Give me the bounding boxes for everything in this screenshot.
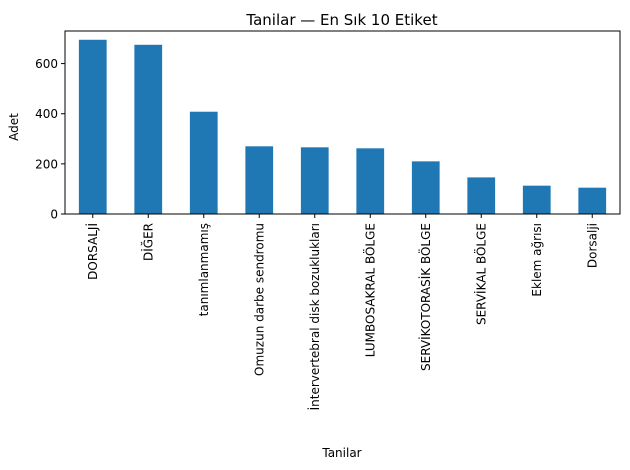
x-tick-label: tanımlanmamış bbox=[197, 223, 211, 316]
x-tick-label: SERVİKOTORASİK BÖLGE bbox=[417, 223, 433, 371]
bar bbox=[78, 39, 107, 214]
y-tick-label: 600 bbox=[35, 57, 58, 71]
bar bbox=[356, 148, 385, 214]
bars-group bbox=[78, 39, 607, 214]
x-axis-label: Tanilar bbox=[321, 446, 361, 460]
y-tick-label: 200 bbox=[35, 157, 58, 171]
bar bbox=[245, 146, 274, 214]
x-tick-label: LUMBOSAKRAL BÖLGE bbox=[361, 223, 377, 357]
x-tick-label: DİĞER bbox=[140, 223, 155, 261]
bar bbox=[467, 177, 496, 214]
y-ticks-group: 0 200 400 600 bbox=[35, 57, 65, 222]
bar bbox=[578, 187, 607, 214]
x-tick-label: Eklem ağrısı bbox=[530, 223, 544, 297]
bar bbox=[300, 147, 329, 214]
chart-title: Tanilar — En Sık 10 Etiket bbox=[245, 11, 437, 29]
bar bbox=[134, 44, 163, 214]
x-ticks-group: DORSALJİ DİĞER tanımlanmamış Omuzun darbe s… bbox=[85, 214, 599, 410]
x-tick-label: DORSALJİ bbox=[85, 223, 100, 280]
bar bbox=[189, 111, 218, 214]
bar bbox=[522, 185, 551, 214]
x-tick-label: SERVİKAL BÖLGE bbox=[472, 223, 488, 325]
y-axis-label: Adet bbox=[7, 113, 21, 141]
x-tick-label: Dorsalji bbox=[585, 223, 599, 268]
bar bbox=[411, 161, 440, 214]
x-tick-label: Omuzun darbe sendromu bbox=[252, 223, 266, 376]
y-tick-label: 0 bbox=[50, 208, 58, 222]
y-tick-label: 400 bbox=[35, 107, 58, 121]
plot-frame bbox=[64, 30, 621, 215]
x-tick-label: İntervertebral disk bozuklukları bbox=[307, 223, 322, 410]
